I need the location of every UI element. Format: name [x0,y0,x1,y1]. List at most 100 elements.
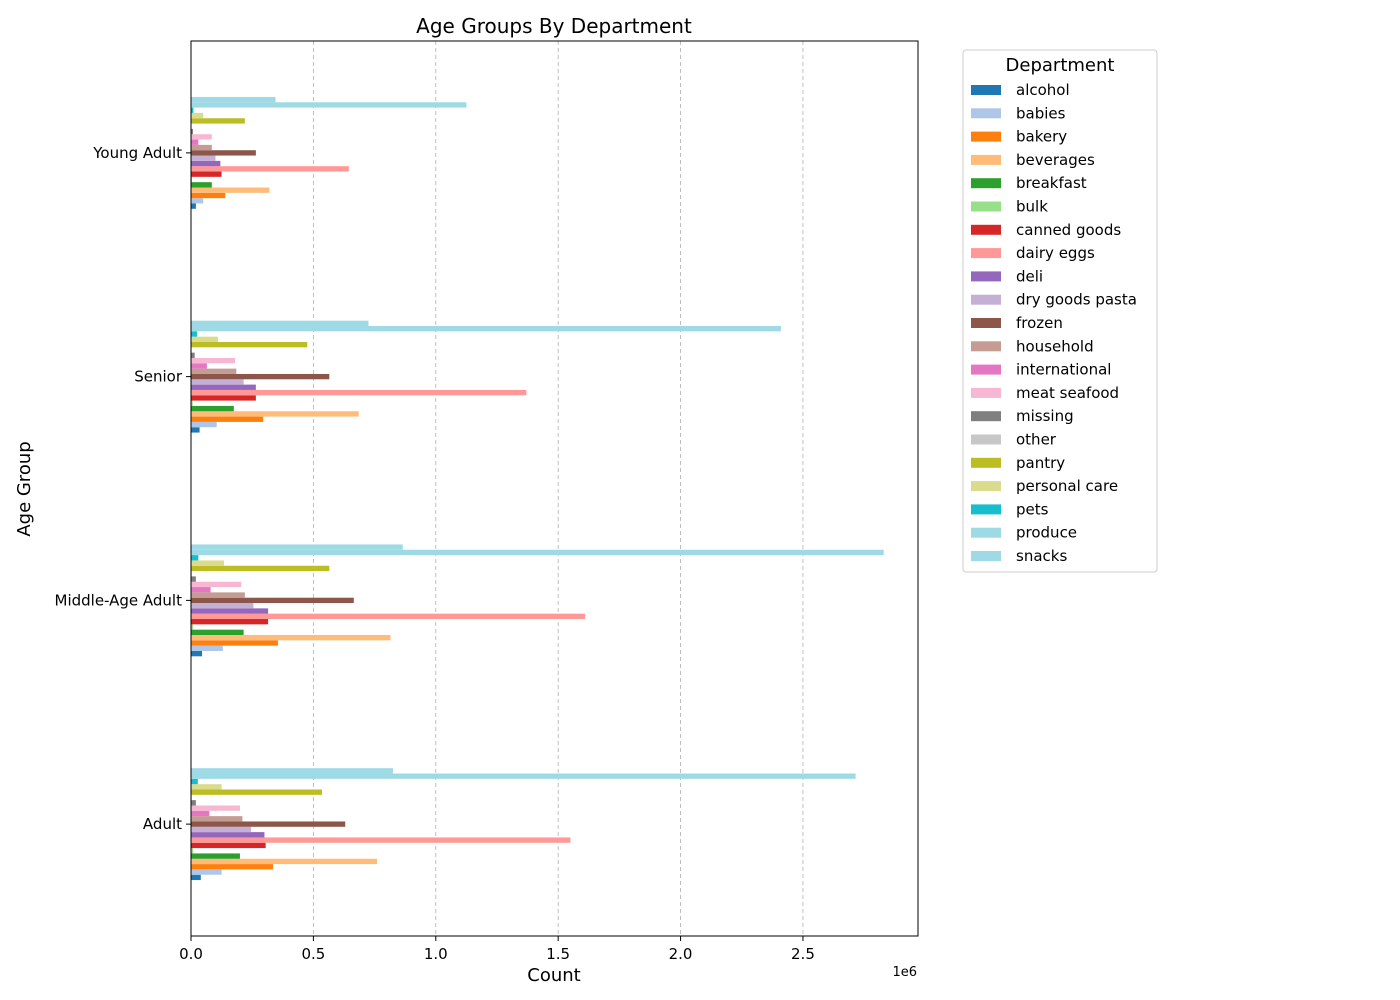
legend-swatch [971,341,1001,352]
bar-beverages [191,411,359,417]
bar-babies [191,421,217,428]
bar-bulk [191,848,194,854]
x-axis-ticks: 0.0 0.5 1.0 1.5 2.0 2.5 [179,936,815,963]
legend-label: dairy eggs [1016,244,1095,262]
legend-swatch [971,504,1001,515]
bar-bulk [191,624,194,630]
x-tick-label: 2.5 [791,945,815,963]
x-axis-scale-label: 1e6 [892,965,917,980]
bar-snacks [191,544,403,550]
legend-title: Department [1006,55,1115,76]
legend-swatch [971,527,1001,538]
legend-swatch [971,201,1001,212]
bar-deli [191,832,265,838]
legend-label: breakfast [1016,174,1087,192]
legend-label: international [1016,361,1111,379]
legend-swatch [971,154,1001,165]
bar-beverages [191,635,391,641]
legend-label: bulk [1016,198,1048,216]
legend-swatch [971,457,1001,468]
legend-label: missing [1016,407,1074,425]
bar-pets [191,555,199,561]
legend-label: produce [1016,524,1077,542]
legend-label: other [1016,431,1057,449]
bar-produce [191,102,467,108]
legend-label: alcohol [1016,81,1070,99]
bar-bakery [191,416,264,422]
bar-household [191,368,237,374]
legend-swatch [971,178,1001,189]
legend-swatch [971,387,1001,398]
y-tick-label: Young Adult [92,144,182,162]
bar-dairy-eggs [191,389,527,396]
gridlines [312,41,804,936]
legend-label: personal care [1016,477,1118,495]
bar-snacks [191,320,369,327]
legend-swatch [971,108,1001,119]
x-tick-label: 1.5 [546,945,570,963]
bar-produce [191,549,884,556]
bar-babies [191,645,223,651]
bar-dairy-eggs [191,837,571,843]
bar-pantry [191,118,245,124]
bar-beverages [191,187,270,193]
legend-swatch [971,318,1001,328]
legend-label: dry goods pasta [1016,291,1137,309]
bar-alcohol [191,203,196,209]
y-tick-label: Adult [143,815,182,833]
bar-personal-care [191,112,204,119]
bar-breakfast [191,405,234,412]
legend: Department alcohol babies bakery beverages b… [962,49,1158,573]
legend-swatch [971,248,1001,259]
bar-canned-goods [191,171,222,177]
bar-international [191,139,199,145]
y-tick-label: Senior [134,368,183,386]
bar-dry-goods-pasta [191,603,254,609]
bar-personal-care [191,336,218,342]
bar-missing [191,800,196,806]
x-tick-label: 2.0 [669,945,693,963]
bar-babies [191,198,204,204]
legend-swatch [971,294,1001,305]
bar-breakfast [191,182,212,188]
bar-frozen [191,821,346,827]
bar-dry-goods-pasta [191,826,251,833]
bar-canned-goods [191,842,266,849]
plot-frame [190,40,919,937]
bar-produce [191,773,856,779]
chart-title: Age Groups By Department [416,14,692,38]
bar-frozen [191,597,354,604]
legend-label: frozen [1016,314,1063,332]
legend-items: alcohol babies bakery beverages breakfast bul… [971,81,1137,565]
bar-pets [191,107,194,113]
x-tick-label: 0.0 [179,945,203,963]
bar-international [191,587,211,593]
bar-international [191,810,210,817]
legend-label: canned goods [1016,221,1121,239]
legend-label: pantry [1016,454,1065,472]
bar-alcohol [191,650,203,657]
bar-snacks [191,96,276,103]
bar-deli [191,384,256,390]
bar-breakfast [191,853,240,859]
legend-label: snacks [1016,547,1067,565]
bar-pantry [191,341,308,348]
legend-swatch [971,434,1001,445]
bar-personal-care [191,560,225,566]
bar-canned-goods [191,619,269,625]
bar-meat-seafood [191,134,212,140]
x-axis-label: Count [527,965,580,986]
bar-dairy-eggs [191,166,349,172]
y-axis-label: Age Group [14,441,35,536]
bar-beverages [191,858,378,865]
legend-swatch [971,364,1001,375]
bar-dairy-eggs [191,613,586,620]
bar-bakery [191,864,274,870]
bar-snacks [191,768,393,774]
bar-meat-seafood [191,581,242,588]
bar-missing [191,352,195,358]
legend-label: beverages [1016,151,1095,169]
bar-pets [191,331,198,337]
